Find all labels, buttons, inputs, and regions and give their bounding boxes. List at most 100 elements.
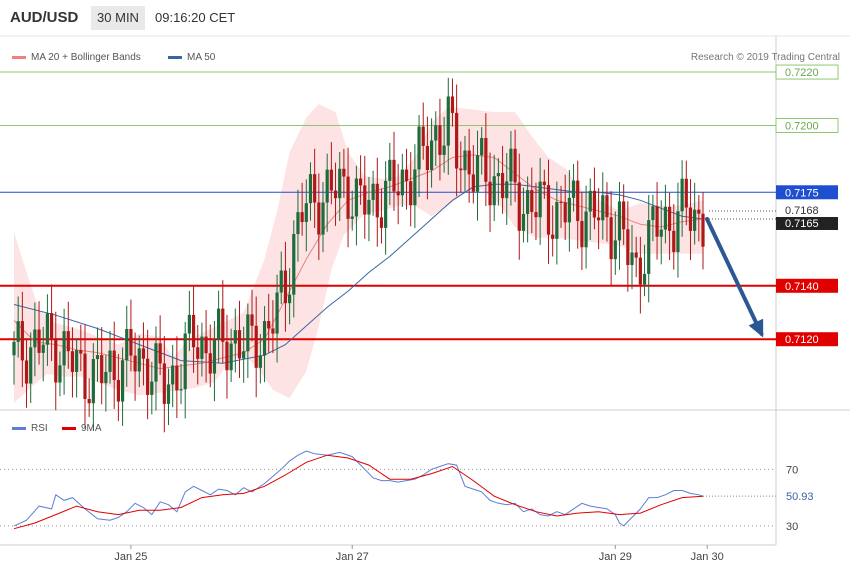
level-tag-0.7220 [775,64,839,80]
candle-body [647,220,651,274]
candle-body [91,359,95,404]
candle-body [475,155,480,192]
candle-body [563,202,567,223]
legend-rsi-label: RSI [31,423,48,434]
candle-body [429,140,434,171]
candle-body [496,173,500,177]
candle-body [467,150,471,175]
candle-body [158,343,162,364]
rsi-ma-line [13,454,704,530]
candle-body [37,329,41,353]
candle-body [187,314,191,334]
candle-body [141,348,146,359]
candle-body [605,195,609,218]
candle-body [262,321,267,356]
time-label-Jan-29: Jan 29 [599,551,632,563]
candle-body [58,365,62,383]
candle-body [62,331,66,366]
level-tag-0.7175 [776,185,838,200]
candle-body [29,347,33,384]
candle-body [300,212,304,223]
candle-body [104,371,108,384]
candle-body [279,270,283,293]
candle-body [613,240,617,260]
bollinger-band-fill [14,104,703,404]
candle-body [354,178,359,217]
candle-body [179,389,183,391]
ma20-line [13,154,704,370]
candle-body [576,180,580,221]
candle-body [242,351,246,359]
candle-body [221,308,225,342]
candle-body [413,169,417,206]
level-tag-0.7140 [776,278,838,293]
candle-body [154,343,158,382]
candle-body [642,273,647,285]
candle-body [480,137,484,156]
candle-body [622,201,626,230]
candle-body [133,355,137,372]
candle-body [676,211,680,253]
candle-body [630,252,634,265]
candle-body [333,190,338,199]
research-credit: Research © 2019 Trading Central [690,52,840,63]
candle-body [116,379,120,402]
candle-body [288,294,292,304]
bollinger-band-area [14,104,703,404]
candle-body [534,212,538,218]
candle-body [175,365,179,391]
candle-body [371,183,375,200]
candle-body [701,213,705,247]
candle-body [484,137,488,182]
candle-body [459,168,463,171]
candle-body [267,321,271,329]
candle-body [693,209,697,231]
rsi-panel: 70 30 50.93 [0,450,814,533]
level-text-0.7140: 0.7140 [785,281,819,293]
candle-body [404,169,409,182]
candle-body [455,112,459,169]
candle-body [313,174,317,203]
candle-body [45,313,50,345]
candle-body [171,365,175,385]
candle-body [196,347,200,359]
candle-body [601,195,605,221]
candle-body [442,145,446,155]
candle-body [597,217,601,221]
candle-body [396,191,400,196]
level-text-0.7200: 0.7200 [785,120,819,132]
candle-body [546,185,551,235]
candle-body [521,213,526,231]
candle-body [567,197,571,223]
candle-body [421,126,425,146]
level-lines [0,71,776,341]
candle-body [258,355,262,368]
candle-body [538,181,542,218]
candle-body [229,343,233,371]
candle-body [83,353,87,399]
time-label-Jan-25: Jan 25 [114,551,147,563]
rsi-tick-70: 70 [786,464,798,476]
candle-body [275,292,279,334]
candle-body [75,350,79,372]
projection-arrowhead [748,318,764,338]
candle-body [542,181,546,186]
rsi-line [13,450,704,527]
timeframe-button[interactable]: 30 MIN [91,6,145,30]
candle-body [367,199,371,215]
candle-body [592,190,597,218]
candle-body [571,180,576,198]
symbol-label: AUD/USD [10,9,79,26]
candle-body [100,355,104,384]
candle-body [446,96,450,146]
candle-body [379,217,384,228]
time-label-Jan-27: Jan 27 [336,551,369,563]
candle-body [655,206,659,237]
legend-rsi: RSI [12,423,48,434]
projection-arrow [705,216,764,338]
candle-body [609,217,613,260]
candle-body [129,328,133,356]
candle-body [246,314,250,352]
level-text-0.7220: 0.7220 [785,67,819,79]
candle-body [450,96,455,113]
